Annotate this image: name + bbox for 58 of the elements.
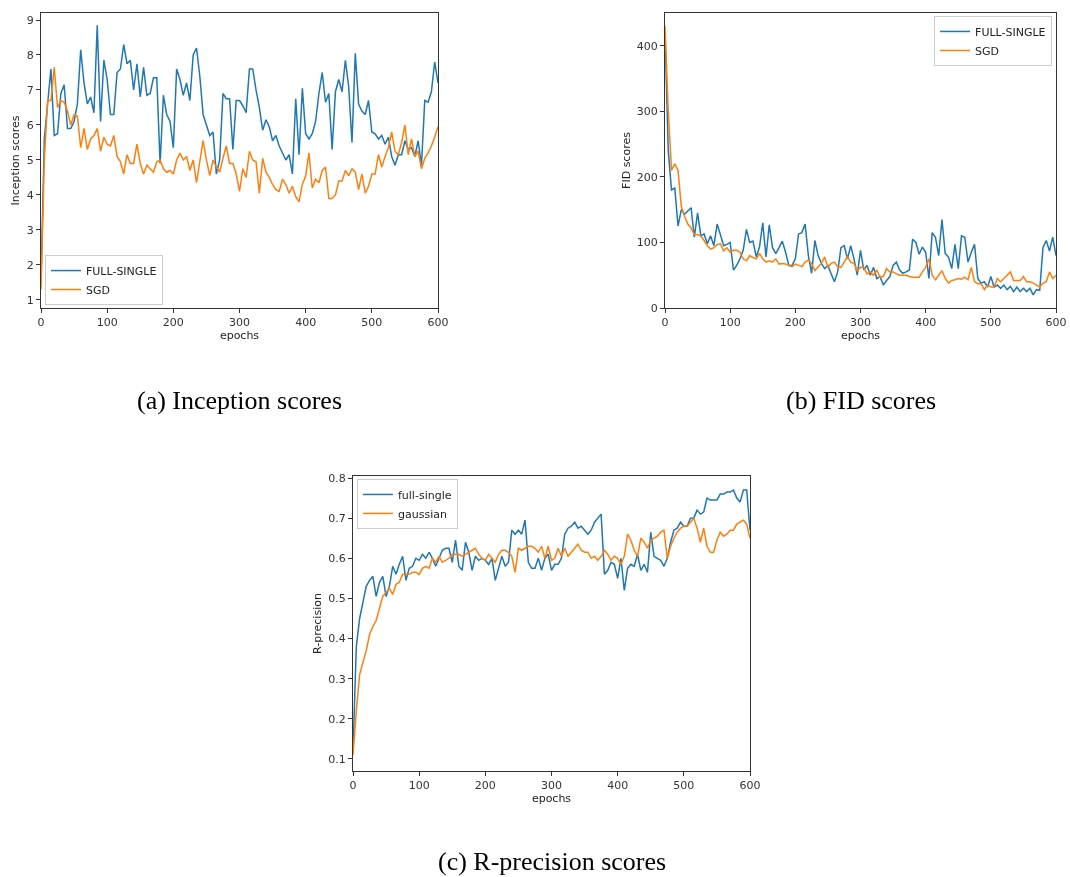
y-tick-label: 3: [26, 223, 34, 237]
y-axis-title: Inception scores: [9, 115, 23, 206]
x-tick-label: 100: [719, 316, 741, 330]
x-tick-label: 0: [37, 316, 45, 330]
text: (a) Inception scores: [137, 386, 343, 415]
legend-label: FULL-SINGLE: [85, 264, 157, 278]
y-tick-label: 0.3: [328, 672, 346, 686]
y-tick-label: 4: [26, 188, 34, 202]
x-tick-label: 600: [427, 316, 449, 330]
x-tick-label: 600: [1045, 316, 1067, 330]
x-tick-label: 200: [474, 779, 496, 793]
y-tick-label: 100: [636, 236, 658, 250]
y-tick-label: 0.5: [328, 592, 346, 606]
x-tick-label: 300: [850, 316, 871, 330]
y-tick-label: 0.6: [328, 552, 346, 566]
text: (b) FID scores: [786, 386, 937, 415]
y-tick-label: 6: [26, 118, 34, 132]
x-tick-label: 300: [229, 316, 250, 330]
y-axis-title: FID scores: [620, 131, 633, 189]
x-tick-label: 400: [915, 316, 937, 330]
y-tick-label: 0.1: [328, 752, 346, 766]
y-tick-label: 0: [650, 301, 658, 315]
y-tick-label: 7: [26, 83, 34, 97]
y-tick-label: 200: [636, 170, 658, 184]
legend-label: SGD: [975, 44, 1000, 58]
x-tick-label: 100: [96, 316, 118, 330]
x-tick-label: 500: [980, 316, 1002, 330]
x-axis-title: epochs: [219, 329, 260, 343]
x-tick-label: 500: [361, 316, 383, 330]
x-tick-label: 0: [661, 316, 669, 330]
x-axis-title: epochs: [840, 329, 881, 343]
legend-label: SGD: [85, 283, 110, 297]
x-tick-label: 200: [162, 316, 184, 330]
y-axis-title: R-precision: [310, 593, 324, 654]
y-tick-label: 8: [26, 48, 34, 62]
y-tick-label: 5: [26, 153, 34, 167]
legend-label: full-single: [397, 488, 452, 502]
y-tick-label: 300: [636, 105, 658, 119]
y-tick-label: 0.4: [328, 632, 346, 646]
y-tick-label: 1: [26, 293, 34, 307]
text: (c) R-precision scores: [438, 847, 667, 876]
y-tick-label: 400: [636, 39, 658, 53]
x-tick-label: 300: [541, 779, 562, 793]
x-tick-label: 100: [408, 779, 430, 793]
legend-label: gaussian: [397, 507, 447, 521]
y-tick-label: 2: [26, 258, 34, 272]
x-tick-label: 600: [739, 779, 761, 793]
x-tick-label: 0: [349, 779, 357, 793]
legend-label: FULL-SINGLE: [975, 25, 1046, 39]
x-axis-title: epochs: [531, 792, 572, 806]
y-tick-label: 0.7: [328, 511, 346, 525]
x-tick-label: 500: [673, 779, 695, 793]
x-tick-label: 200: [784, 316, 806, 330]
x-tick-label: 400: [295, 316, 317, 330]
x-tick-label: 400: [607, 779, 629, 793]
y-tick-label: 0.2: [328, 712, 346, 726]
y-tick-label: 9: [26, 13, 34, 27]
y-tick-label: 0.8: [328, 471, 346, 485]
